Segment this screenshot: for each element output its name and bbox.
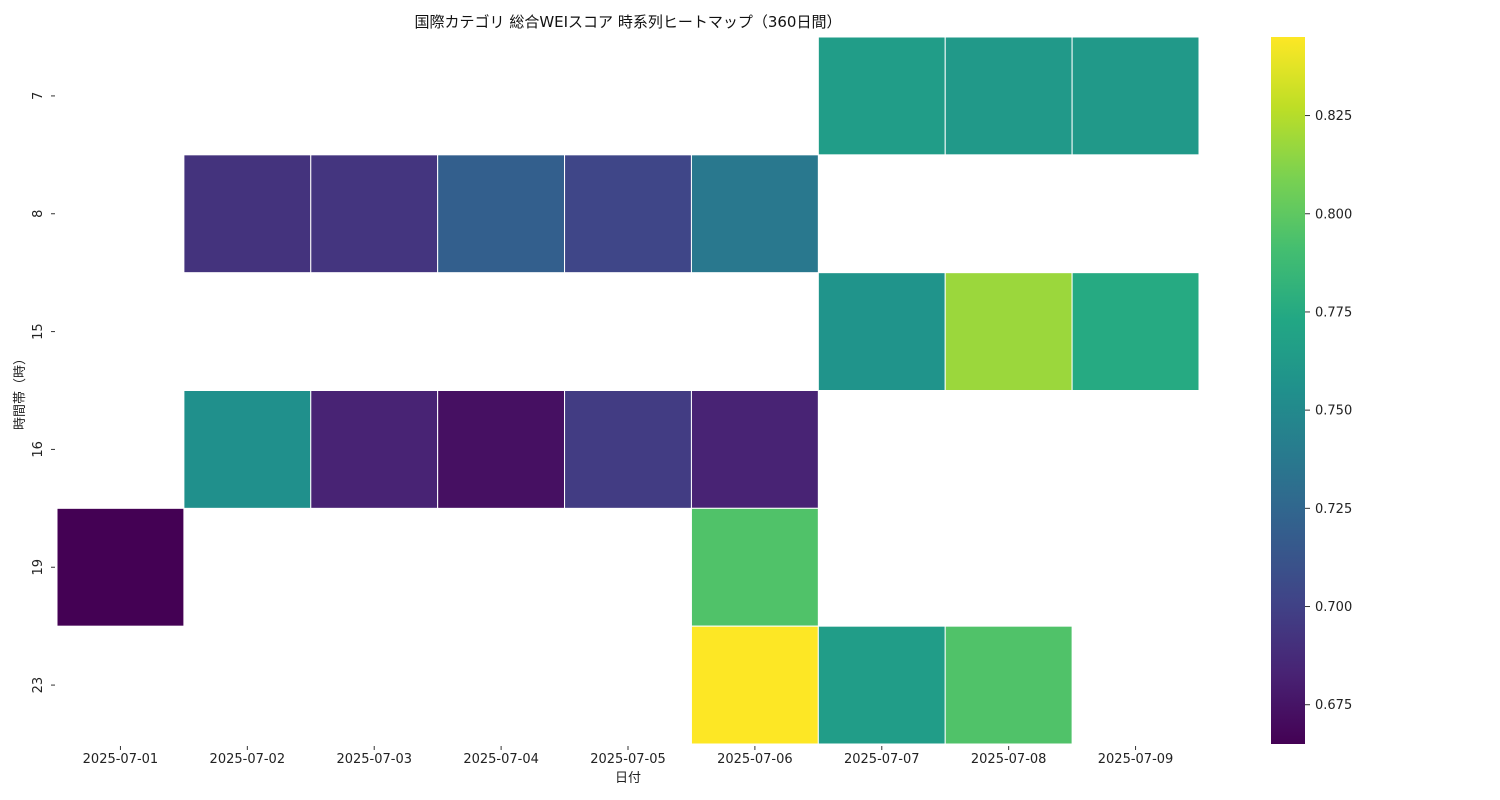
x-axis-ticks: 2025-07-01 2025-07-02 2025-07-03 2025-07-04… — [83, 746, 1174, 767]
colorbar-gradient — [1271, 37, 1305, 744]
heatmap-cell — [183, 390, 312, 509]
colorbar-tick-label: 0.675 — [1315, 698, 1352, 713]
heatmap-cell — [690, 390, 819, 509]
y-tick-label: 8 — [31, 210, 46, 218]
heatmap-cell — [690, 625, 819, 745]
x-tick-label: 2025-07-03 — [336, 752, 412, 767]
heatmap-cell — [944, 625, 1073, 745]
heatmap-cell — [690, 154, 819, 274]
chart-title: 国際カテゴリ 総合WEIスコア 時系列ヒートマップ（360日間） — [415, 13, 842, 31]
x-tick-label: 2025-07-01 — [83, 752, 159, 767]
x-tick-label: 2025-07-07 — [844, 752, 920, 767]
heatmap-cell — [183, 154, 312, 274]
heatmap-cell — [310, 154, 439, 274]
x-axis-label: 日付 — [615, 771, 641, 786]
heatmap-cell — [56, 507, 185, 627]
heatmap-cell — [437, 154, 566, 274]
heatmap-cell — [1071, 36, 1200, 156]
heatmap-cell — [1071, 272, 1200, 391]
heatmap-cell — [690, 507, 819, 627]
heatmap-cell — [310, 390, 439, 509]
heatmap-cell — [817, 625, 946, 745]
colorbar-tick-label: 0.700 — [1315, 600, 1352, 615]
y-tick-label: 7 — [31, 92, 46, 100]
heatmap-cells — [56, 36, 1200, 745]
y-tick-label: 15 — [31, 323, 46, 340]
y-axis-ticks: 7 8 15 16 19 23 — [31, 92, 55, 694]
y-tick-label: 19 — [31, 559, 46, 576]
heatmap-cell — [944, 272, 1073, 391]
y-tick-label: 16 — [31, 441, 46, 458]
heatmap-cell — [437, 390, 566, 509]
colorbar-tick-label: 0.800 — [1315, 207, 1352, 222]
x-tick-label: 2025-07-06 — [717, 752, 793, 767]
x-tick-label: 2025-07-04 — [463, 752, 539, 767]
x-tick-label: 2025-07-09 — [1098, 752, 1174, 767]
y-tick-label: 23 — [31, 677, 46, 694]
colorbar-tick-label: 0.825 — [1315, 109, 1352, 124]
x-tick-label: 2025-07-02 — [210, 752, 286, 767]
heatmap-cell — [564, 390, 692, 509]
heatmap-cell — [817, 36, 946, 156]
colorbar-tick-label: 0.725 — [1315, 502, 1352, 517]
heatmap-cell — [944, 36, 1073, 156]
x-tick-label: 2025-07-05 — [590, 752, 666, 767]
colorbar: 0.675 0.700 0.725 0.750 0.775 0.800 0.825 — [1271, 37, 1352, 744]
y-axis-label: 時間帯（時） — [13, 352, 28, 430]
x-tick-label: 2025-07-08 — [971, 752, 1047, 767]
colorbar-tick-label: 0.775 — [1315, 305, 1352, 320]
heatmap-cell — [817, 272, 946, 391]
heatmap-cell — [564, 154, 692, 274]
colorbar-tick-label: 0.750 — [1315, 404, 1352, 419]
